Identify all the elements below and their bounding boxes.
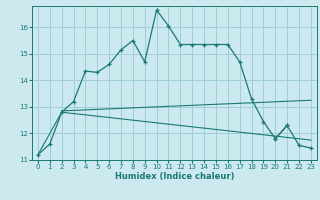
X-axis label: Humidex (Indice chaleur): Humidex (Indice chaleur) xyxy=(115,172,234,181)
